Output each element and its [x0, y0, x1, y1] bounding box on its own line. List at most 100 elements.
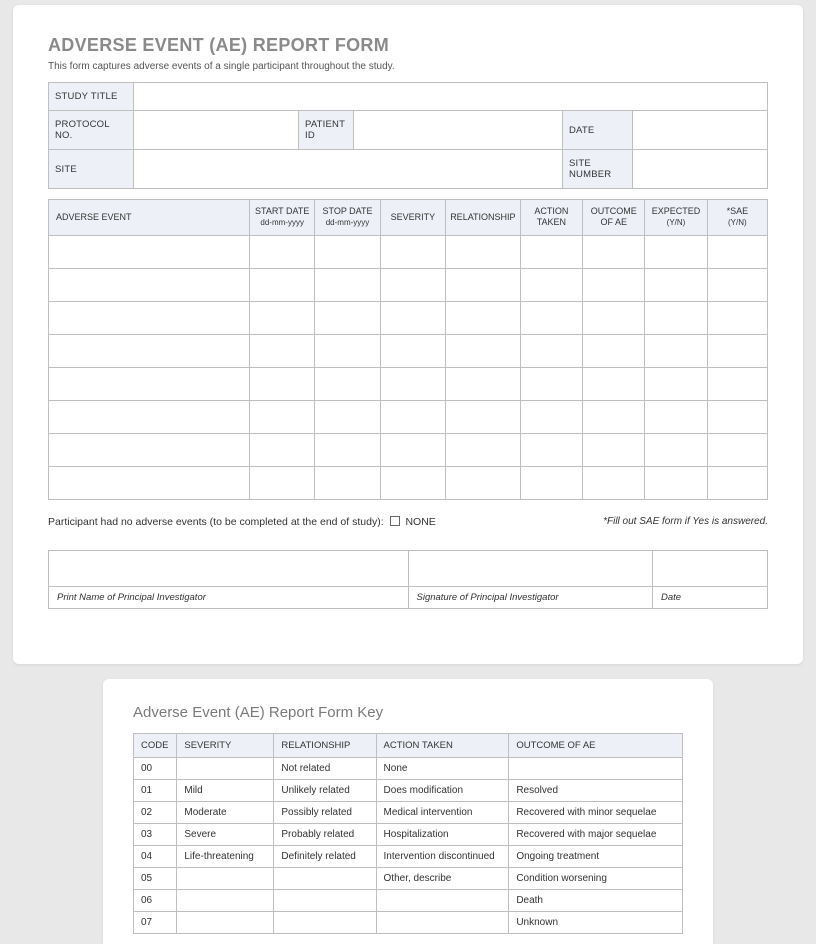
ae-cell[interactable]	[250, 400, 315, 433]
ae-cell[interactable]	[583, 334, 645, 367]
key-cell-relationship: Definitely related	[274, 845, 376, 867]
ae-cell[interactable]	[250, 334, 315, 367]
signature-field[interactable]	[408, 550, 652, 586]
ae-cell[interactable]	[49, 235, 250, 268]
date-field[interactable]	[633, 111, 768, 150]
ae-cell[interactable]	[380, 301, 445, 334]
ae-cell[interactable]	[707, 334, 767, 367]
ae-cell[interactable]	[315, 400, 380, 433]
ae-cell[interactable]	[707, 235, 767, 268]
ae-cell[interactable]	[446, 235, 521, 268]
ae-cell[interactable]	[707, 466, 767, 499]
ae-cell[interactable]	[446, 433, 521, 466]
ae-cell[interactable]	[707, 268, 767, 301]
ae-cell[interactable]	[520, 268, 582, 301]
ae-cell[interactable]	[380, 400, 445, 433]
key-cell-outcome	[509, 757, 683, 779]
ae-cell[interactable]	[250, 367, 315, 400]
key-page: Adverse Event (AE) Report Form Key CODE …	[103, 679, 713, 944]
ae-cell[interactable]	[49, 334, 250, 367]
ae-cell[interactable]	[250, 433, 315, 466]
protocol-no-field[interactable]	[134, 111, 299, 150]
ae-cell[interactable]	[645, 433, 707, 466]
ae-cell[interactable]	[645, 235, 707, 268]
ae-cell[interactable]	[250, 466, 315, 499]
ae-cell[interactable]	[583, 367, 645, 400]
ae-cell[interactable]	[315, 268, 380, 301]
sig-date-field[interactable]	[652, 550, 767, 586]
ae-cell[interactable]	[583, 433, 645, 466]
patient-id-field[interactable]	[354, 111, 563, 150]
ae-cell[interactable]	[583, 466, 645, 499]
ae-cell[interactable]	[707, 400, 767, 433]
ae-cell[interactable]	[49, 268, 250, 301]
ae-cell[interactable]	[250, 268, 315, 301]
ae-row	[49, 466, 768, 499]
ae-cell[interactable]	[446, 367, 521, 400]
ae-cell[interactable]	[446, 466, 521, 499]
ae-cell[interactable]	[315, 367, 380, 400]
ae-cell[interactable]	[49, 367, 250, 400]
ae-cell[interactable]	[707, 301, 767, 334]
ae-cell[interactable]	[583, 268, 645, 301]
key-cell-outcome: Death	[509, 889, 683, 911]
ae-cell[interactable]	[583, 301, 645, 334]
ae-cell[interactable]	[707, 367, 767, 400]
ae-cell[interactable]	[49, 466, 250, 499]
ae-cell[interactable]	[520, 334, 582, 367]
ae-cell[interactable]	[380, 334, 445, 367]
site-field[interactable]	[134, 150, 563, 189]
ae-cell[interactable]	[520, 235, 582, 268]
ae-cell[interactable]	[583, 235, 645, 268]
key-cell-code: 05	[134, 867, 177, 889]
ae-cell[interactable]	[250, 235, 315, 268]
ae-cell[interactable]	[446, 301, 521, 334]
ae-cell[interactable]	[707, 433, 767, 466]
site-number-field[interactable]	[633, 150, 768, 189]
ae-cell[interactable]	[49, 433, 250, 466]
ae-cell[interactable]	[583, 400, 645, 433]
ae-cell[interactable]	[520, 433, 582, 466]
ae-cell[interactable]	[520, 301, 582, 334]
col-stop-date: STOP DATEdd-mm-yyyy	[315, 200, 380, 236]
key-cell-outcome: Recovered with major sequelae	[509, 823, 683, 845]
ae-cell[interactable]	[446, 400, 521, 433]
key-row: 05Other, describeCondition worsening	[134, 867, 683, 889]
ae-cell[interactable]	[446, 334, 521, 367]
ae-cell[interactable]	[645, 268, 707, 301]
ae-cell[interactable]	[446, 268, 521, 301]
ae-cell[interactable]	[315, 466, 380, 499]
study-title-label: STUDY TITLE	[49, 83, 134, 111]
ae-cell[interactable]	[380, 433, 445, 466]
ae-cell[interactable]	[645, 301, 707, 334]
study-title-field[interactable]	[134, 83, 768, 111]
ae-row	[49, 367, 768, 400]
ae-cell[interactable]	[49, 301, 250, 334]
key-row: 01MildUnlikely relatedDoes modificationR…	[134, 779, 683, 801]
ae-cell[interactable]	[49, 400, 250, 433]
ae-cell[interactable]	[645, 400, 707, 433]
ae-cell[interactable]	[315, 235, 380, 268]
ae-cell[interactable]	[520, 367, 582, 400]
key-cell-code: 01	[134, 779, 177, 801]
ae-cell[interactable]	[645, 367, 707, 400]
ae-cell[interactable]	[380, 367, 445, 400]
key-col-code: CODE	[134, 733, 177, 757]
ae-cell[interactable]	[380, 466, 445, 499]
ae-cell[interactable]	[315, 433, 380, 466]
none-checkbox[interactable]	[390, 516, 400, 526]
ae-cell[interactable]	[520, 466, 582, 499]
key-row: 07Unknown	[134, 911, 683, 933]
ae-cell[interactable]	[380, 235, 445, 268]
key-cell-relationship: Probably related	[274, 823, 376, 845]
ae-cell[interactable]	[315, 301, 380, 334]
ae-cell[interactable]	[645, 334, 707, 367]
print-name-field[interactable]	[49, 550, 409, 586]
ae-cell[interactable]	[250, 301, 315, 334]
ae-cell[interactable]	[645, 466, 707, 499]
ae-cell[interactable]	[315, 334, 380, 367]
ae-cell[interactable]	[520, 400, 582, 433]
key-cell-action: Hospitalization	[376, 823, 509, 845]
info-table: STUDY TITLE PROTOCOL NO. PATIENT ID DATE…	[48, 82, 768, 189]
ae-cell[interactable]	[380, 268, 445, 301]
